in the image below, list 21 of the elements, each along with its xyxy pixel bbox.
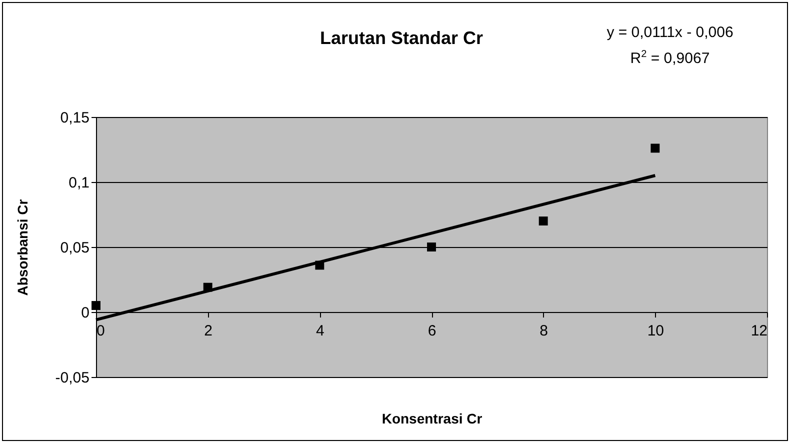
x-axis-title: Konsentrasi Cr (382, 410, 483, 426)
x-tick-label: 2 (204, 322, 213, 340)
x-tick-label: 4 (316, 322, 324, 340)
y-tick-label: -0,05 (55, 370, 90, 386)
point (538, 216, 548, 226)
x-tick-label: 10 (647, 322, 664, 340)
point (427, 242, 436, 252)
text: R$^{2}$ = 0,9067 (629, 48, 711, 69)
y-tick-label: 0,05 (60, 240, 90, 256)
point (650, 144, 660, 153)
y-tick-label: 0,15 (60, 110, 90, 126)
x-tick-label: 12 (750, 322, 768, 340)
y-tick-label: 0 (81, 304, 90, 322)
point (92, 301, 100, 310)
x-tick-label: 8 (540, 322, 548, 340)
text: y = 0,0111x - 0,006 (606, 23, 734, 43)
y-axis-title: Absorbansi Cr (14, 198, 30, 296)
chart-title: Larutan Standar Cr (320, 28, 484, 48)
x-tick-label: 6 (428, 322, 436, 340)
y-tick-label: 0,1 (68, 174, 90, 192)
x-tick-label: 0 (96, 322, 105, 340)
